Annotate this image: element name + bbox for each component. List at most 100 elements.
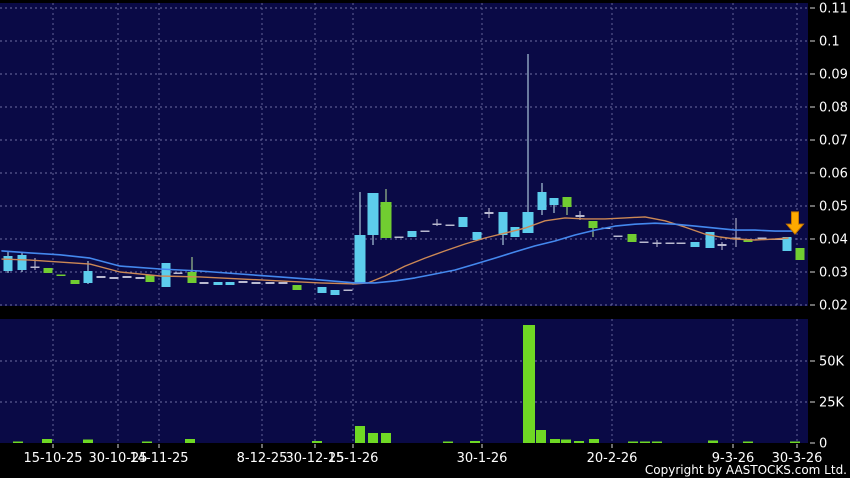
candle-body (213, 281, 223, 285)
x-axis-label: 30-1-26 (457, 451, 508, 466)
volume-bar (589, 438, 599, 443)
price-axis-label: 0.11 (819, 2, 848, 17)
volume-panel-background (0, 319, 808, 443)
volume-bar (561, 439, 571, 443)
volume-bar (652, 441, 662, 443)
candle-body (472, 232, 482, 240)
down-arrow-icon (785, 211, 805, 235)
volume-bar (381, 433, 391, 443)
price-axis-label: 0.1 (819, 35, 840, 50)
candle-doji-dash (613, 235, 623, 237)
candle-doji-dash (665, 242, 675, 244)
candle-doji-dash (676, 242, 686, 244)
candle-doji-dash (199, 282, 209, 284)
price-axis-label: 0.02 (819, 299, 848, 314)
volume-bar (355, 425, 365, 443)
volume-bar (443, 441, 453, 443)
x-axis-label: 20-2-26 (587, 451, 638, 466)
candle-body (330, 290, 340, 296)
volume-bar (368, 433, 378, 443)
price-axis-label: 0.07 (819, 134, 848, 149)
price-panel-background (0, 3, 808, 306)
candle-body (380, 202, 392, 238)
volume-bar (536, 429, 546, 443)
volume-bar (13, 441, 23, 443)
candle-body (292, 284, 302, 291)
candle-doji-dash (757, 237, 767, 239)
price-axis-label: 0.04 (819, 233, 848, 248)
volume-bar (628, 441, 638, 443)
candle-body (3, 256, 13, 271)
candle-body (522, 211, 534, 234)
volume-bar (574, 441, 584, 443)
candle-body (549, 198, 559, 205)
x-axis-label: 30-12-25 (285, 451, 344, 466)
candle-doji-dash (484, 212, 494, 214)
candle-body (562, 197, 572, 207)
candle-body (367, 193, 379, 235)
volume-bar (550, 438, 560, 443)
candle-body (627, 234, 637, 242)
candle-body (145, 275, 155, 282)
x-axis-label: 9-3-26 (712, 451, 754, 466)
candle-body (70, 279, 80, 284)
volume-bar (470, 441, 480, 443)
ma-slow-line (1, 222, 794, 284)
x-axis-label: 15-10-25 (23, 451, 82, 466)
candle-doji-dash (251, 282, 261, 284)
candle-doji-dash (30, 266, 40, 268)
volume-bar (523, 324, 535, 443)
candle-doji-dash (394, 236, 404, 238)
candle-doji-dash (639, 241, 649, 243)
candle-doji-dash (731, 237, 741, 239)
copyright-text: Copyright by AASTOCKS.com Ltd. (644, 463, 847, 477)
candle-doji-dash (135, 277, 145, 279)
volume-bar (743, 441, 753, 443)
price-axis-label: 0.05 (819, 200, 848, 215)
candle-doji-dash (445, 224, 455, 226)
candle-doji-dash (265, 282, 275, 284)
volume-bar (790, 441, 800, 443)
candle-doji-dash (432, 223, 442, 226)
volume-axis-label: 50K (819, 355, 845, 370)
x-axis-label: 8-12-25 (237, 451, 288, 466)
candle-doji-dash (56, 274, 66, 276)
candle-body (510, 227, 520, 237)
candle-body (225, 281, 235, 285)
volume-axis-label: 25K (819, 396, 845, 411)
x-axis-label: 30-3-26 (772, 451, 823, 466)
volume-bar (42, 438, 52, 443)
candle-doji-dash (109, 277, 119, 279)
candle-body (795, 247, 805, 261)
volume-bar (83, 439, 93, 443)
candle-body (588, 220, 598, 229)
candle-body (187, 272, 197, 283)
volume-bar (185, 438, 195, 443)
candle-body (537, 192, 547, 210)
ma-fast-line (1, 216, 789, 285)
candle-body (498, 211, 508, 235)
price-axis-label: 0.06 (819, 167, 848, 182)
candle-body (705, 232, 715, 248)
volume-bar (142, 441, 152, 443)
candle-body (43, 268, 53, 273)
x-axis-label: 30-10-25 (88, 451, 147, 466)
volume-bar (708, 440, 718, 443)
candle-doji-dash (173, 272, 183, 274)
candle-doji-dash (278, 282, 288, 284)
candle-body (83, 271, 93, 283)
candle-doji-dash (96, 276, 106, 278)
candle-doji-dash (717, 244, 727, 246)
candle-body (17, 254, 27, 270)
candle-doji-dash (652, 242, 662, 244)
candle-body (354, 235, 366, 283)
candle-doji-dash (343, 289, 353, 291)
candle-body (743, 240, 753, 242)
volume-axis-label: 0 (819, 437, 827, 452)
candle-body (161, 263, 171, 287)
x-axis-label: 14-11-25 (129, 451, 188, 466)
price-axis-label: 0.09 (819, 68, 848, 83)
price-axis-label: 0.03 (819, 266, 848, 281)
